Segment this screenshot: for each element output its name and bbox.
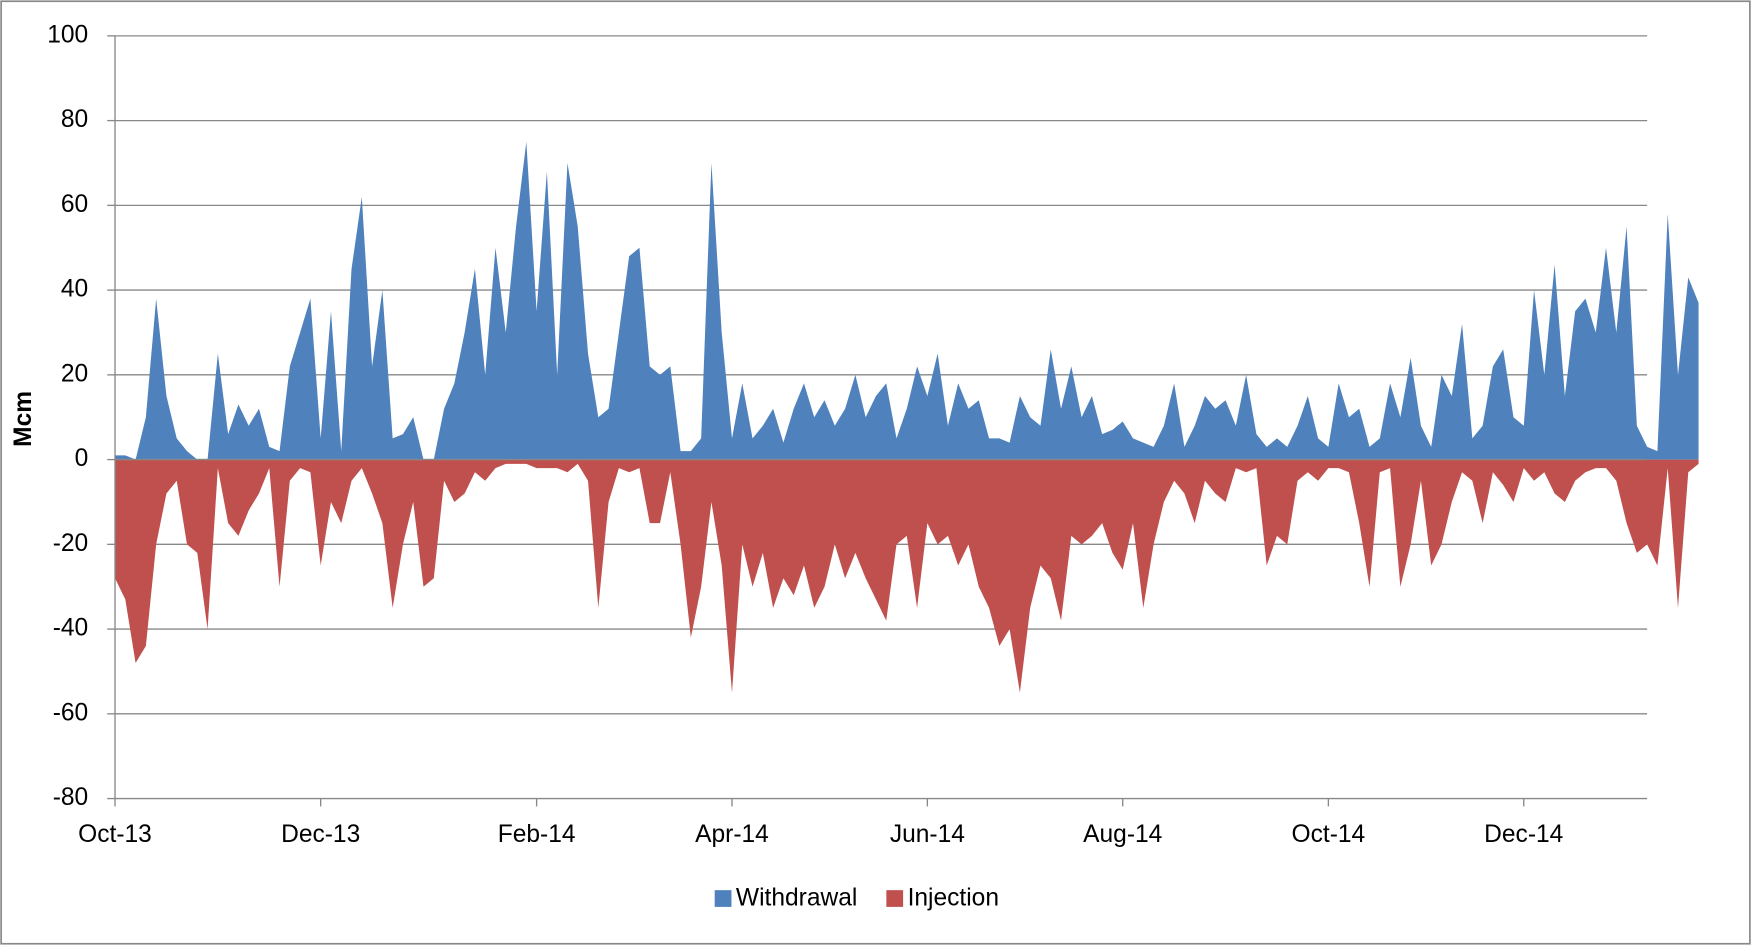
y-tick-label: 40 <box>61 276 88 303</box>
y-tick-label: -40 <box>53 615 88 642</box>
x-tick-label: Oct-14 <box>1292 821 1366 848</box>
y-tick-label: -20 <box>53 530 88 557</box>
y-axis-label: Mcm <box>10 391 37 447</box>
x-tick-label: Dec-13 <box>281 821 360 848</box>
y-tick-label: -80 <box>53 784 88 811</box>
legend-swatch <box>714 890 732 907</box>
x-tick-label: Aug-14 <box>1083 821 1162 848</box>
y-tick-label: 100 <box>47 21 88 48</box>
y-tick-label: 80 <box>61 106 88 133</box>
x-tick-label: Feb-14 <box>498 821 576 848</box>
legend-swatch <box>886 890 904 907</box>
y-tick-label: 20 <box>61 360 88 387</box>
y-tick-label: -60 <box>53 699 88 726</box>
area <box>115 459 1699 693</box>
x-tick-label: Apr-14 <box>695 821 769 848</box>
x-tick-label: Jun-14 <box>890 821 965 848</box>
x-tick-label: Dec-14 <box>1484 821 1563 848</box>
legend-label: Injection <box>908 885 999 912</box>
legend-label: Withdrawal <box>736 885 857 912</box>
y-tick-label: 60 <box>61 191 88 218</box>
y-tick-label: 0 <box>75 445 89 472</box>
area <box>115 141 1699 460</box>
x-tick-label: Oct-13 <box>78 821 152 848</box>
